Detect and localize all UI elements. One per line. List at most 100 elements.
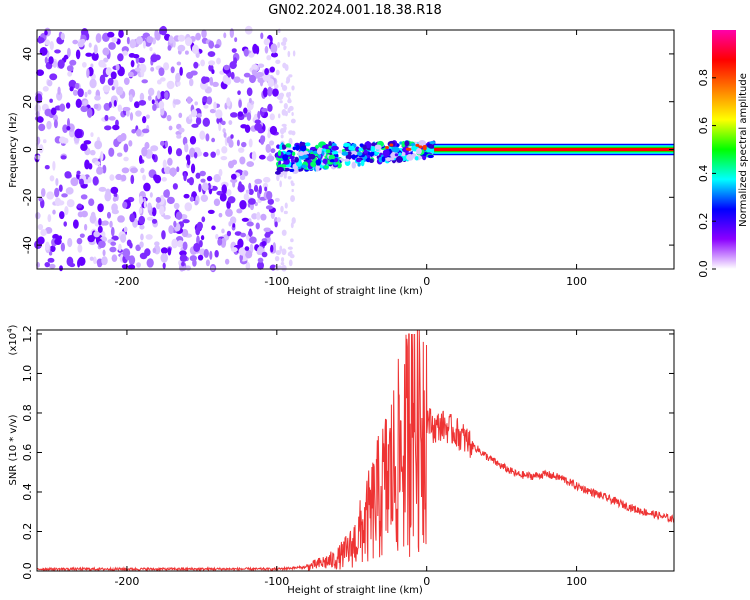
noise-blob xyxy=(264,45,269,54)
noise-blob xyxy=(243,107,248,114)
noise-blob xyxy=(249,203,254,211)
noise-blob xyxy=(115,64,120,71)
noise-blob xyxy=(53,119,58,129)
noise-blob xyxy=(146,36,154,44)
y-tick-label: 0.2 xyxy=(21,523,34,541)
signal-blob xyxy=(355,146,360,152)
noise-blob xyxy=(241,217,249,222)
noise-blob xyxy=(166,80,175,90)
noise-blob xyxy=(288,137,293,145)
signal-blob xyxy=(370,145,376,153)
noise-blob xyxy=(139,92,145,102)
noise-blob xyxy=(149,192,153,198)
noise-blob xyxy=(214,44,220,49)
noise-blob xyxy=(171,238,178,249)
noise-blob xyxy=(97,203,104,213)
noise-blob xyxy=(131,128,137,134)
noise-blob xyxy=(133,101,140,109)
noise-blob xyxy=(118,29,124,39)
noise-blob xyxy=(282,37,288,43)
noise-blob xyxy=(177,34,186,42)
noise-blob xyxy=(209,108,216,114)
noise-blob xyxy=(77,41,85,48)
noise-blob xyxy=(146,216,154,221)
noise-blob xyxy=(159,25,168,36)
noise-blob xyxy=(142,40,146,49)
noise-blob xyxy=(67,237,73,248)
noise-blob xyxy=(281,264,287,272)
noise-blob xyxy=(194,101,198,106)
noise-blob xyxy=(138,63,147,74)
noise-blob xyxy=(52,60,57,68)
signal-blob xyxy=(415,147,422,155)
y-tick-label: 1.2 xyxy=(21,325,34,343)
noise-blob xyxy=(290,195,295,203)
signal-blob xyxy=(328,154,336,161)
noise-blob xyxy=(216,57,221,65)
noise-blob xyxy=(208,60,216,66)
noise-blob xyxy=(231,159,238,165)
noise-blob xyxy=(239,254,243,262)
noise-blob xyxy=(283,125,287,131)
noise-blob xyxy=(237,147,245,153)
noise-blob xyxy=(175,72,181,83)
noise-blob xyxy=(113,99,117,107)
noise-blob xyxy=(63,221,67,227)
noise-blob xyxy=(49,98,53,103)
noise-blob xyxy=(37,236,45,245)
noise-blob xyxy=(230,173,237,180)
x-tick-label: 100 xyxy=(566,275,587,288)
noise-blob xyxy=(111,86,115,91)
noise-blob xyxy=(60,155,67,160)
noise-blob xyxy=(223,64,230,71)
noise-blob xyxy=(254,119,261,124)
signal-blob xyxy=(357,162,361,167)
noise-blob xyxy=(262,182,269,189)
noise-blob xyxy=(291,111,294,116)
signal-blob xyxy=(294,156,299,163)
signal-blob xyxy=(281,145,286,149)
noise-blob xyxy=(266,54,272,61)
noise-blob xyxy=(84,223,88,231)
noise-blob xyxy=(128,94,133,103)
noise-blob xyxy=(274,221,278,228)
noise-blob xyxy=(240,78,245,84)
signal-blob xyxy=(401,151,406,157)
noise-blob xyxy=(168,225,174,235)
noise-blob xyxy=(188,176,195,186)
noise-blob xyxy=(203,248,209,258)
noise-blob xyxy=(237,183,245,193)
noise-blob xyxy=(184,50,189,55)
noise-blob xyxy=(230,178,238,183)
noise-blob xyxy=(281,123,287,127)
noise-blob xyxy=(239,156,246,165)
noise-blob xyxy=(221,184,227,195)
noise-blob xyxy=(126,36,130,45)
noise-blob xyxy=(44,56,48,64)
noise-blob xyxy=(201,29,207,38)
spectrogram-xlabel: Height of straight line (km) xyxy=(287,286,423,297)
snr-panel: -200 -100 0 100 0.0 0.2 0.4 0.6 0.8 1.0 1.2 Height… xyxy=(6,324,675,596)
noise-blob xyxy=(211,225,216,231)
noise-blob xyxy=(168,35,174,44)
noise-blob xyxy=(285,80,290,84)
noise-blob xyxy=(154,174,162,184)
noise-blob xyxy=(141,146,148,157)
noise-blob xyxy=(77,88,84,98)
noise-blob xyxy=(127,71,134,78)
noise-blob xyxy=(163,214,171,220)
noise-blob xyxy=(258,154,266,160)
signal-blob xyxy=(382,149,390,156)
noise-blob xyxy=(207,51,216,57)
noise-blob xyxy=(138,154,143,165)
noise-blob xyxy=(109,246,117,253)
noise-blob xyxy=(145,114,150,119)
noise-blob xyxy=(248,97,252,104)
noise-blob xyxy=(151,153,156,160)
noise-blob xyxy=(72,39,79,45)
noise-blob xyxy=(109,174,115,181)
noise-blob xyxy=(189,147,196,158)
noise-blob xyxy=(269,66,276,73)
signal-blob xyxy=(279,144,283,151)
noise-blob xyxy=(52,209,56,215)
